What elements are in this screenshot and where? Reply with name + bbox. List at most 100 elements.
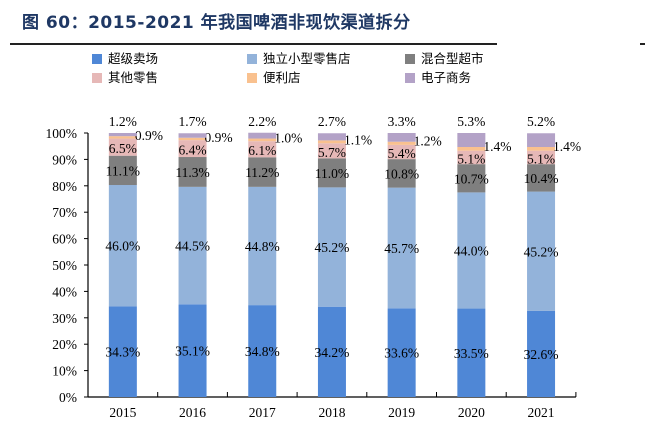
x-tick-label: 2018 bbox=[318, 405, 345, 420]
data-label: 0.9% bbox=[135, 128, 163, 143]
data-label: 2.2% bbox=[248, 114, 276, 129]
data-label: 45.2% bbox=[524, 244, 559, 259]
data-label: 44.8% bbox=[245, 239, 280, 254]
bar-segment bbox=[248, 186, 277, 306]
data-label: 35.1% bbox=[175, 344, 210, 359]
data-label: 1.0% bbox=[274, 131, 302, 146]
data-label: 10.8% bbox=[384, 166, 419, 181]
legend-label: 混合型超市 bbox=[421, 51, 484, 66]
data-label: 0.9% bbox=[205, 130, 233, 145]
data-label: 44.0% bbox=[454, 243, 489, 258]
bar-segment bbox=[387, 159, 416, 188]
data-label: 1.2% bbox=[109, 114, 137, 129]
data-label: 10.7% bbox=[454, 171, 489, 186]
data-label: 34.3% bbox=[105, 345, 140, 360]
y-tick-label: 50% bbox=[52, 258, 77, 273]
bar-segment bbox=[387, 308, 416, 397]
bar-segment bbox=[317, 158, 346, 188]
bar-segment bbox=[527, 164, 556, 192]
bar-segment bbox=[108, 185, 137, 307]
bar-segment bbox=[317, 306, 346, 397]
data-label: 1.4% bbox=[553, 139, 581, 154]
legend-label: 电子商务 bbox=[421, 70, 471, 85]
bar-segment bbox=[527, 191, 556, 311]
legend-swatch bbox=[92, 73, 102, 83]
x-tick-label: 2020 bbox=[458, 405, 485, 420]
bar-segment bbox=[317, 140, 346, 144]
bar-segment bbox=[248, 157, 277, 187]
y-tick-label: 10% bbox=[52, 364, 77, 379]
bar-segment bbox=[108, 133, 137, 137]
data-label: 11.3% bbox=[175, 165, 209, 180]
bar-segment bbox=[178, 133, 207, 138]
title-divider bbox=[10, 43, 497, 45]
bar-segment bbox=[457, 150, 486, 165]
data-label: 34.8% bbox=[245, 344, 280, 359]
y-tick-label: 20% bbox=[52, 337, 77, 352]
bar-segment bbox=[108, 155, 137, 186]
bar-segment bbox=[527, 146, 556, 151]
data-label: 11.2% bbox=[245, 165, 279, 180]
data-label: 6.4% bbox=[178, 143, 206, 158]
legend-label: 独立小型零售店 bbox=[263, 51, 351, 66]
bar-segment bbox=[457, 164, 486, 193]
bar-segment bbox=[317, 187, 346, 307]
data-label: 2.7% bbox=[318, 114, 346, 129]
bar-segment bbox=[248, 305, 277, 397]
data-label: 10.4% bbox=[524, 171, 559, 186]
bar-segment bbox=[178, 140, 207, 158]
y-tick-label: 90% bbox=[52, 152, 77, 167]
bar-segment bbox=[178, 304, 207, 397]
data-label: 46.0% bbox=[105, 239, 140, 254]
data-label: 5.2% bbox=[527, 114, 555, 129]
bar-segment bbox=[527, 310, 556, 397]
bar-segment bbox=[457, 192, 486, 309]
data-label: 5.7% bbox=[318, 145, 346, 160]
data-label: 5.4% bbox=[388, 146, 416, 161]
data-label: 32.6% bbox=[524, 347, 559, 362]
data-label: 33.6% bbox=[384, 346, 419, 361]
data-label: 1.2% bbox=[414, 134, 442, 149]
bar-segment bbox=[178, 137, 207, 141]
bar-segment bbox=[248, 138, 277, 142]
y-tick-label: 80% bbox=[52, 179, 77, 194]
bar-segment bbox=[527, 150, 556, 165]
x-tick-label: 2019 bbox=[388, 405, 415, 420]
bar-segment bbox=[457, 146, 486, 151]
legend-swatch bbox=[92, 54, 102, 64]
data-label: 1.7% bbox=[178, 114, 206, 129]
legend-label: 其他零售 bbox=[108, 70, 158, 85]
data-label: 3.3% bbox=[388, 114, 416, 129]
data-label: 44.5% bbox=[175, 239, 210, 254]
x-tick-label: 2021 bbox=[528, 405, 555, 420]
bar-segment bbox=[317, 133, 346, 141]
y-tick-label: 30% bbox=[52, 311, 77, 326]
bar-segment bbox=[178, 157, 207, 187]
y-tick-label: 100% bbox=[46, 126, 78, 141]
bar-segment bbox=[108, 138, 137, 156]
data-label: 5.1% bbox=[527, 151, 555, 166]
y-tick-label: 70% bbox=[52, 205, 77, 220]
y-tick-label: 60% bbox=[52, 232, 77, 247]
data-label: 6.5% bbox=[109, 141, 137, 156]
bar-segment bbox=[387, 144, 416, 160]
bar-segment bbox=[527, 133, 556, 147]
data-label: 34.2% bbox=[315, 345, 350, 360]
bar-segment bbox=[457, 133, 486, 147]
x-tick-label: 2016 bbox=[179, 405, 206, 420]
data-label: 45.7% bbox=[384, 241, 419, 256]
data-label: 1.4% bbox=[483, 139, 511, 154]
legend-swatch bbox=[247, 73, 257, 83]
legend-swatch bbox=[247, 54, 257, 64]
bar-segment bbox=[457, 308, 486, 397]
bar-segment bbox=[387, 187, 416, 309]
data-label: 33.5% bbox=[454, 346, 489, 361]
chart-title: 图 60：2015-2021 年我国啤酒非现饮渠道拆分 bbox=[22, 13, 411, 33]
bar-segment bbox=[317, 143, 346, 159]
legend-label: 便利店 bbox=[263, 70, 301, 85]
data-label: 6.1% bbox=[248, 143, 276, 158]
y-tick-label: 40% bbox=[52, 284, 77, 299]
data-label: 45.2% bbox=[315, 240, 350, 255]
y-tick-label: 0% bbox=[59, 390, 77, 405]
title-divider-right bbox=[640, 43, 645, 45]
